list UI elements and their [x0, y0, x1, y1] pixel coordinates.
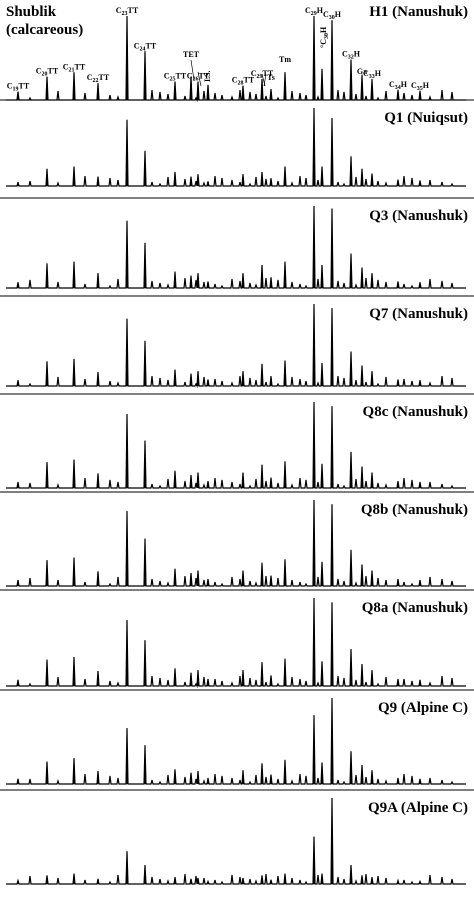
- panel: Q8a (Nanushuk): [0, 589, 474, 689]
- peak-label: C25TT: [164, 72, 187, 83]
- peak-label: C26TT: [187, 72, 210, 83]
- peak-label: C22TT: [87, 73, 110, 84]
- peak-label: Ga: [357, 67, 367, 76]
- peak-label: I.S.: [203, 70, 212, 82]
- panel: Q8c (Nanushuk): [0, 393, 474, 489]
- panel-title: Q7 (Nanushuk): [369, 306, 468, 322]
- peak-label: C20TT: [36, 66, 59, 77]
- panel: Q9A (Alpine C): [0, 789, 474, 885]
- peak-label: C30H: [323, 10, 342, 21]
- peak-label: C29H: [305, 6, 324, 17]
- peak-label: C34H: [389, 80, 408, 91]
- panel-title: Q3 (Nanushuk): [369, 208, 468, 224]
- panel-title: Q8c (Nanushuk): [363, 404, 468, 420]
- panel: Q9 (Alpine C): [0, 689, 474, 785]
- panel: Q3 (Nanushuk): [0, 197, 474, 289]
- chromatogram-trace: [6, 697, 466, 785]
- peak-label: TET: [183, 50, 200, 59]
- peak-label: C19TT: [7, 82, 30, 93]
- panel-title: Q1 (Nuiqsut): [384, 110, 468, 126]
- panel-title: Q9A (Alpine C): [368, 800, 468, 816]
- chromatogram-trace: [6, 303, 466, 389]
- panel-title: Q8b (Nanushuk): [361, 502, 468, 518]
- label-pointer: [263, 73, 267, 87]
- peak-label: C24TT: [134, 41, 157, 52]
- page-label-line-2: (calcareous): [6, 22, 83, 38]
- chromatogram-trace: [6, 797, 466, 885]
- peak-label: C32H: [342, 50, 361, 61]
- label-pointer: [197, 71, 202, 87]
- peak-label: °C30H: [319, 26, 330, 48]
- panel-title: Q8a (Nanushuk): [362, 600, 468, 616]
- chromatogram-trace: [6, 597, 466, 689]
- peak-label: C33H: [363, 69, 382, 80]
- peak-label: Ts: [267, 73, 275, 82]
- label-pointer: [190, 59, 195, 81]
- panel: Q8b (Nanushuk): [0, 491, 474, 587]
- chromatogram-trace: [6, 205, 466, 289]
- panel: Q1 (Nuiqsut): [0, 99, 474, 187]
- peak-label: C21TT: [63, 62, 86, 73]
- chromatogram-trace: [6, 401, 466, 489]
- peak-label: C28TT: [232, 76, 255, 87]
- panel: Q7 (Nanushuk): [0, 295, 474, 389]
- panel-title: Q9 (Alpine C): [378, 700, 468, 716]
- peak-label: Tm: [279, 55, 291, 64]
- panel-title: H1 (Nanushuk): [369, 4, 468, 20]
- page-label-line-1: Shublik: [6, 4, 57, 20]
- chromatogram-trace: [6, 499, 466, 587]
- peak-label: C23TT: [116, 6, 139, 17]
- chromatogram-trace: [6, 107, 466, 187]
- peak-label: C35H: [411, 81, 430, 92]
